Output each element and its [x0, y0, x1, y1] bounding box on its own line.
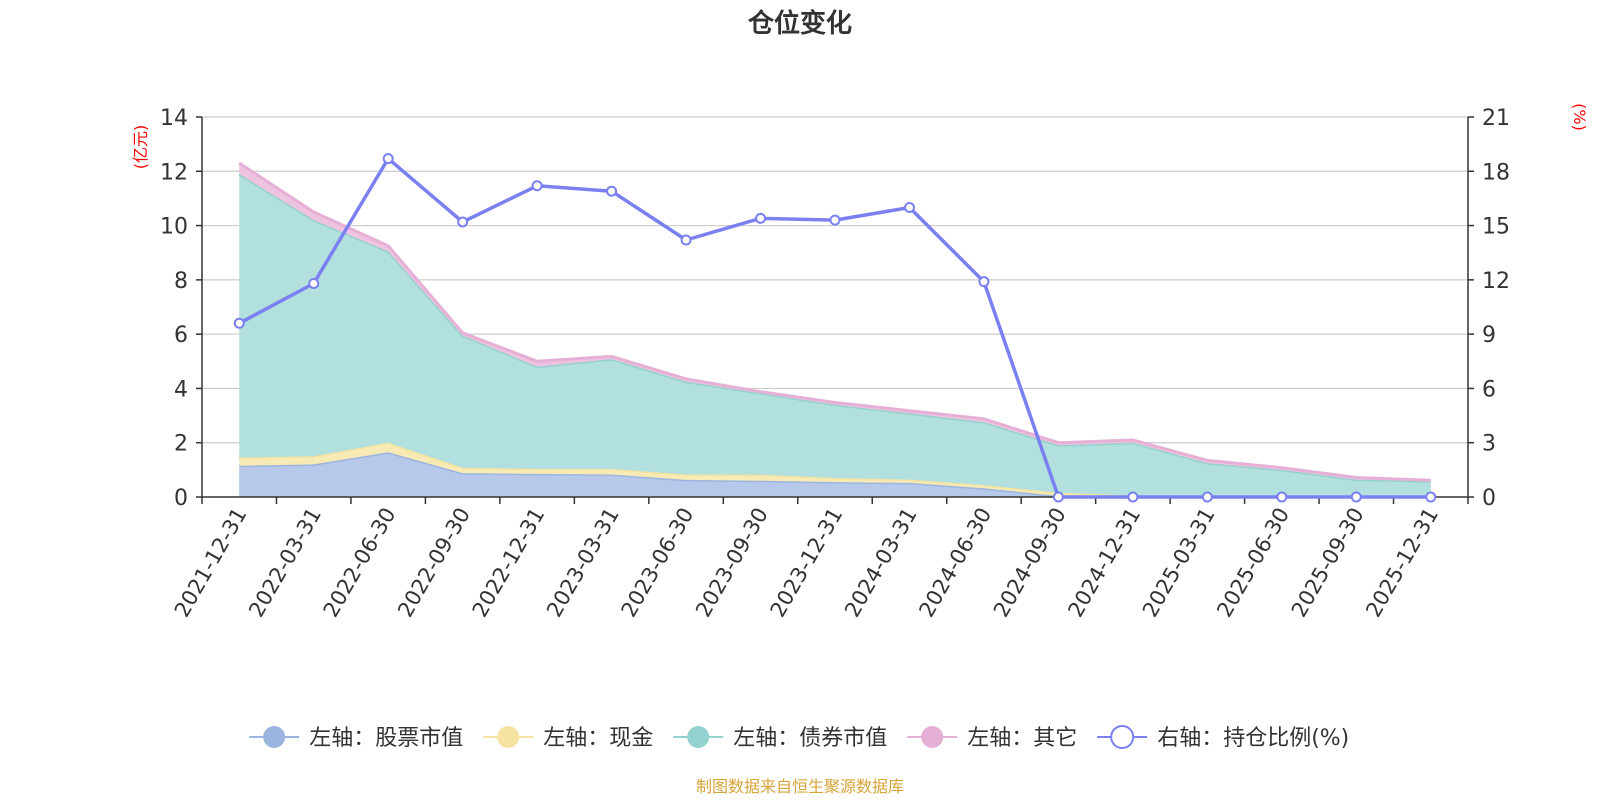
- legend-item-4[interactable]: 右轴：持仓比例(%): [1097, 725, 1349, 751]
- ratio-point: [1350, 491, 1362, 503]
- x-tick-label: 2024-03-31: [840, 504, 922, 622]
- x-tick-label: 2022-12-31: [468, 504, 550, 622]
- right-tick-label: 3: [1482, 432, 1496, 457]
- left-tick-label: 2: [174, 432, 188, 457]
- left-tick-label: 4: [174, 377, 188, 402]
- x-tick-label: 2022-09-30: [393, 504, 475, 622]
- ratio-point: [903, 201, 915, 213]
- ratio-point: [978, 276, 990, 288]
- area-series-1: [239, 442, 1431, 497]
- stacked-areas: [238, 161, 1431, 499]
- x-tick-label: 2024-09-30: [989, 504, 1071, 622]
- legend-label: 左轴：股票市值: [309, 726, 463, 751]
- legend-label: 左轴：其它: [967, 726, 1077, 751]
- left-tick-label: 10: [160, 215, 188, 240]
- legend-label: 左轴：债券市值: [733, 726, 887, 751]
- legend: 左轴：股票市值 左轴：现金 左轴：债券市值 左轴：其它 右轴：持仓比例(%): [249, 725, 1349, 751]
- x-tick-label: 2021-12-31: [170, 504, 252, 622]
- legend-item-0[interactable]: 左轴：股票市值: [249, 726, 463, 751]
- legend-label: 右轴：持仓比例(%): [1157, 726, 1349, 751]
- ratio-point: [382, 153, 394, 165]
- x-tick-label: 2025-03-31: [1138, 504, 1220, 622]
- legend-swatch-marker: [687, 726, 710, 748]
- x-tick-label: 2023-09-30: [691, 504, 773, 622]
- left-tick-label: 0: [174, 486, 188, 511]
- right-tick-label: 0: [1482, 486, 1496, 511]
- legend-swatch-marker: [263, 726, 286, 748]
- legend-label: 左轴：现金: [543, 726, 653, 751]
- left-tick-label: 8: [174, 269, 188, 294]
- x-tick-label: 2025-12-31: [1361, 504, 1443, 622]
- ratio-point: [531, 180, 543, 192]
- ratio-point: [1127, 491, 1139, 503]
- area-series-edge-3: [238, 161, 1431, 482]
- area-series-2: [239, 174, 1431, 497]
- right-tick-label: 18: [1482, 160, 1510, 185]
- data-source-note: 制图数据来自恒生聚源数据库: [696, 777, 904, 796]
- ratio-point: [606, 185, 618, 197]
- ratio-point: [680, 234, 692, 246]
- area-series-0: [239, 452, 1431, 497]
- right-tick-label: 9: [1482, 323, 1496, 348]
- x-tick-label: 2022-03-31: [244, 504, 326, 622]
- left-tick-label: 12: [160, 160, 188, 185]
- legend-swatch-marker: [921, 726, 944, 748]
- chart-title: 仓位变化: [747, 8, 852, 39]
- ratio-point: [1425, 491, 1437, 503]
- right-tick-label: 12: [1482, 269, 1510, 294]
- ratio-point: [457, 216, 469, 228]
- position-ratio-line: [233, 153, 1437, 503]
- x-tick-label: 2023-03-31: [542, 504, 624, 622]
- right-axis-unit-label: (%): [1570, 103, 1589, 131]
- left-axis-unit-label: (亿元): [131, 125, 150, 170]
- x-tick-label: 2024-06-30: [914, 504, 996, 622]
- x-tick-label: 2024-12-31: [1063, 504, 1145, 622]
- ratio-point: [233, 317, 245, 329]
- x-tick-label: 2025-06-30: [1212, 504, 1294, 622]
- left-tick-label: 6: [174, 323, 188, 348]
- x-tick-label: 2023-12-31: [766, 504, 848, 622]
- ratio-point: [1276, 491, 1288, 503]
- ratio-point: [829, 214, 841, 226]
- left-tick-label: 14: [160, 106, 188, 131]
- ratio-point: [755, 212, 767, 224]
- ratio-point: [308, 277, 320, 289]
- x-tick-label: 2022-06-30: [319, 504, 401, 622]
- ratio-point: [1201, 491, 1213, 503]
- legend-swatch-marker: [497, 726, 520, 748]
- legend-item-2[interactable]: 左轴：债券市值: [673, 726, 887, 751]
- x-tick-label: 2025-09-30: [1287, 504, 1369, 622]
- right-tick-label: 21: [1482, 106, 1510, 131]
- ratio-point: [1052, 491, 1064, 503]
- legend-item-3[interactable]: 左轴：其它: [907, 726, 1077, 751]
- legend-swatch-marker: [1110, 725, 1135, 749]
- legend-item-1[interactable]: 左轴：现金: [483, 726, 653, 751]
- right-tick-label: 6: [1482, 377, 1496, 402]
- right-tick-label: 15: [1482, 215, 1510, 240]
- x-tick-label: 2023-06-30: [617, 504, 699, 622]
